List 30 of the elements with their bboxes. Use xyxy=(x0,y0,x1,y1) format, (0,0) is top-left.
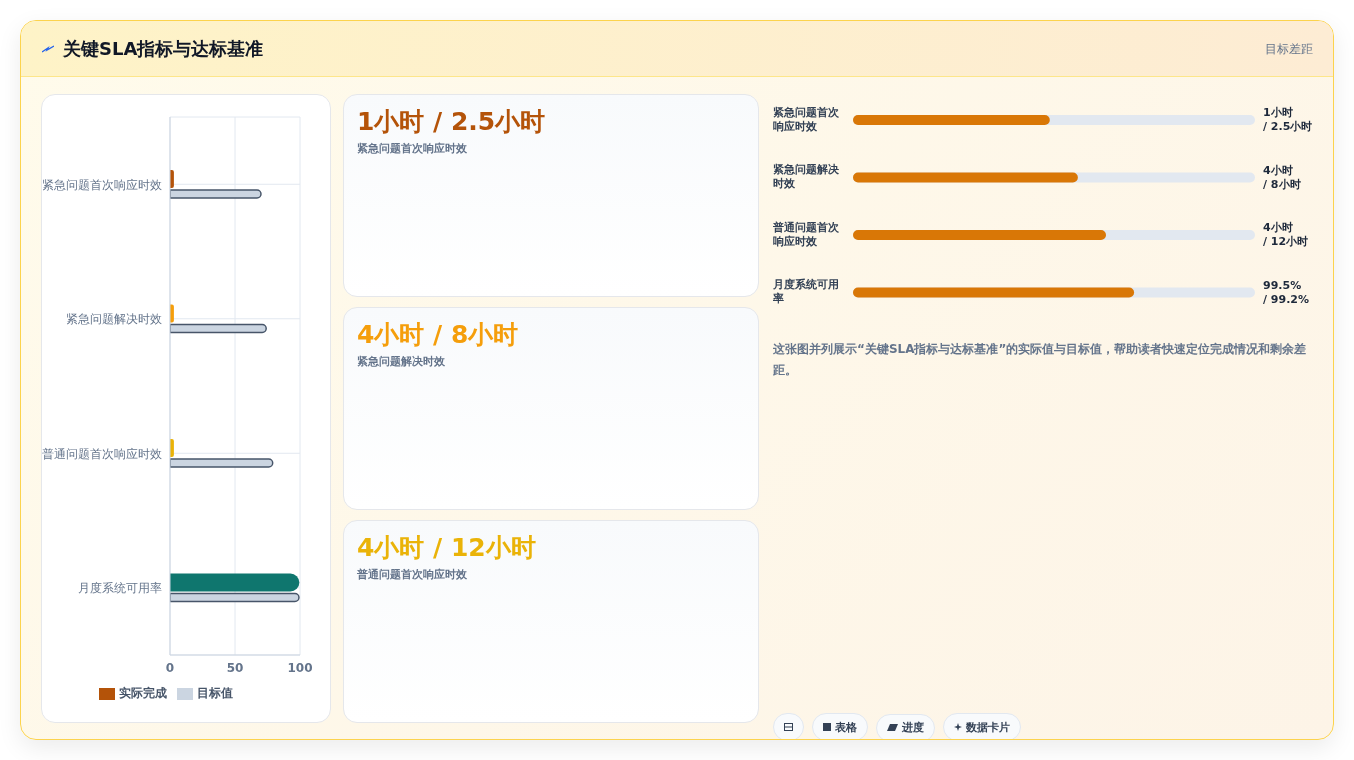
legend-label: 实际完成 xyxy=(119,686,167,700)
text: 4小时 / 12小时 xyxy=(1263,221,1309,248)
y-tick-label: 普通问题首次响应时效 xyxy=(772,220,840,248)
x-tick-label: 100 xyxy=(287,660,313,675)
text: 4小时 / 12小时 xyxy=(357,532,536,564)
text: 目标差距 xyxy=(1265,41,1313,58)
text: 1小时 / 2.5小时 xyxy=(1263,106,1313,133)
text: 普通问题首次响应时效 xyxy=(357,567,467,582)
y-tick-label: 紧急问题解决时效 xyxy=(773,163,840,191)
legend-label: 目标值 xyxy=(197,686,233,700)
y-tick-label: 紧急问题首次响应时效 xyxy=(42,177,162,192)
text: 这张图并列展示“关键SLA指标与达标基准”的实际值与目标值，帮助读者快速定位完成情况和剩余差距。 xyxy=(773,341,1308,379)
text: 4小时 / 8小时 xyxy=(357,319,519,351)
text: 表格 xyxy=(835,719,857,735)
text: 数据卡片 xyxy=(966,719,1010,735)
y-tick-label: 普通问题首次响应时效 xyxy=(42,446,162,461)
text: 紧急问题解决时效 xyxy=(357,354,445,369)
y-tick-label: 紧急问题解决时效 xyxy=(66,312,162,327)
x-tick-label: 50 xyxy=(226,660,244,675)
y-tick-label: 月度系统可用率 xyxy=(772,278,839,306)
text: 1小时 / 2.5小时 xyxy=(357,106,546,138)
y-tick-label: 月度系统可用率 xyxy=(78,581,162,596)
bar xyxy=(170,573,300,592)
y-tick-label: 紧急问题首次响应时效 xyxy=(773,105,840,133)
x-tick-label: 0 xyxy=(165,660,175,675)
text: 进度 xyxy=(902,720,924,735)
text: 紧急问题首次响应时效 xyxy=(357,141,467,156)
text: 4小时 / 8小时 xyxy=(1263,163,1301,191)
text: 99.5% / 99.2% xyxy=(1263,278,1310,306)
chart-title: 关键SLA指标与达标基准 xyxy=(63,37,264,61)
